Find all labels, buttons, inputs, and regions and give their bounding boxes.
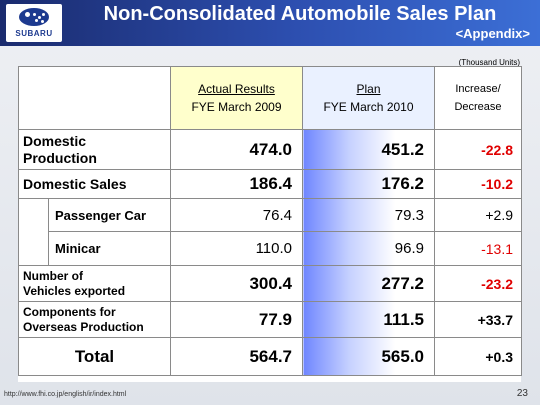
table-row: Passenger Car 76.4 79.3 +2.9 [18, 198, 522, 266]
row-label: Passenger Car [48, 198, 171, 232]
actual-value: 186.4 [170, 169, 303, 199]
indent-cell [18, 198, 49, 266]
actual-value: 474.0 [170, 129, 303, 170]
change-value: +33.7 [434, 301, 522, 338]
plan-value: 79.3 [302, 198, 435, 232]
sales-plan-table: Actual Results FYE March 2009 Plan FYE M… [18, 66, 522, 376]
change-value: -10.2 [434, 169, 522, 199]
plan-header-line2: FYE March 2010 [323, 100, 414, 114]
row-label-line1: Components for [23, 304, 116, 319]
change-value: -22.8 [434, 129, 522, 170]
change-value: -13.1 [434, 231, 522, 266]
actual-header-line1: Actual Results [198, 82, 275, 96]
change-value: -23.2 [434, 265, 522, 302]
actual-value: 77.9 [170, 301, 303, 338]
slide-subtitle: <Appendix> [455, 26, 530, 41]
actual-header-line2: FYE March 2009 [191, 100, 282, 114]
plan-header-line1: Plan [356, 82, 381, 96]
plan-value: 176.2 [302, 169, 435, 199]
change-value: +2.9 [434, 198, 522, 232]
row-label: Domestic Sales [18, 169, 171, 199]
units-note: (Thousand Units) [458, 58, 520, 67]
actual-results-header: Actual Results FYE March 2009 [170, 66, 303, 130]
row-label-line2: Production [23, 149, 97, 166]
slide-header: SUBARU Non-Consolidated Automobile Sales… [0, 0, 540, 46]
table-row: Components for Overseas Production 77.9 … [18, 301, 522, 338]
change-header-line1: Increase/ [455, 83, 501, 95]
row-label-line2: Vehicles exported [23, 283, 126, 298]
footer-url[interactable]: http://www.fhi.co.jp/english/ir/index.ht… [4, 391, 127, 398]
plan-value: 111.5 [302, 301, 435, 338]
row-label: Minicar [48, 231, 171, 266]
plan-value: 565.0 [302, 337, 435, 376]
plan-value: 277.2 [302, 265, 435, 302]
table-row: Minicar 110.0 96.9 -13.1 [19, 231, 522, 266]
change-value: +0.3 [434, 337, 522, 376]
header-empty-cell [18, 66, 171, 130]
table-header-row: Actual Results FYE March 2009 Plan FYE M… [18, 66, 522, 130]
actual-value: 110.0 [170, 231, 303, 266]
row-label: Number of Vehicles exported [18, 265, 171, 302]
brand-name: SUBARU [15, 29, 53, 38]
plan-value: 451.2 [302, 129, 435, 170]
change-header: Increase/ Decrease [434, 66, 522, 130]
actual-value: 564.7 [170, 337, 303, 376]
plan-value: 96.9 [302, 231, 435, 266]
table-row: Number of Vehicles exported 300.4 277.2 … [18, 265, 522, 302]
change-header-line2: Decrease [454, 101, 502, 113]
page-number: 23 [516, 388, 528, 399]
table-row: Domestic Sales 186.4 176.2 -10.2 [18, 169, 522, 199]
actual-value: 76.4 [170, 198, 303, 232]
table-row: Domestic Production 474.0 451.2 -22.8 [18, 129, 522, 170]
pleiades-emblem-icon [19, 8, 49, 26]
row-label-line1: Domestic [23, 132, 87, 149]
actual-value: 300.4 [170, 265, 303, 302]
row-label: Domestic Production [18, 129, 171, 170]
table-row: Total 564.7 565.0 +0.3 [18, 337, 522, 376]
plan-header: Plan FYE March 2010 [302, 66, 435, 130]
subaru-logo: SUBARU [6, 4, 62, 42]
row-label: Total [18, 337, 171, 376]
row-label-line2: Overseas Production [23, 319, 144, 334]
slide-title: Non-Consolidated Automobile Sales Plan [103, 3, 497, 25]
row-label-line1: Number of [23, 268, 83, 283]
row-label: Components for Overseas Production [18, 301, 171, 338]
